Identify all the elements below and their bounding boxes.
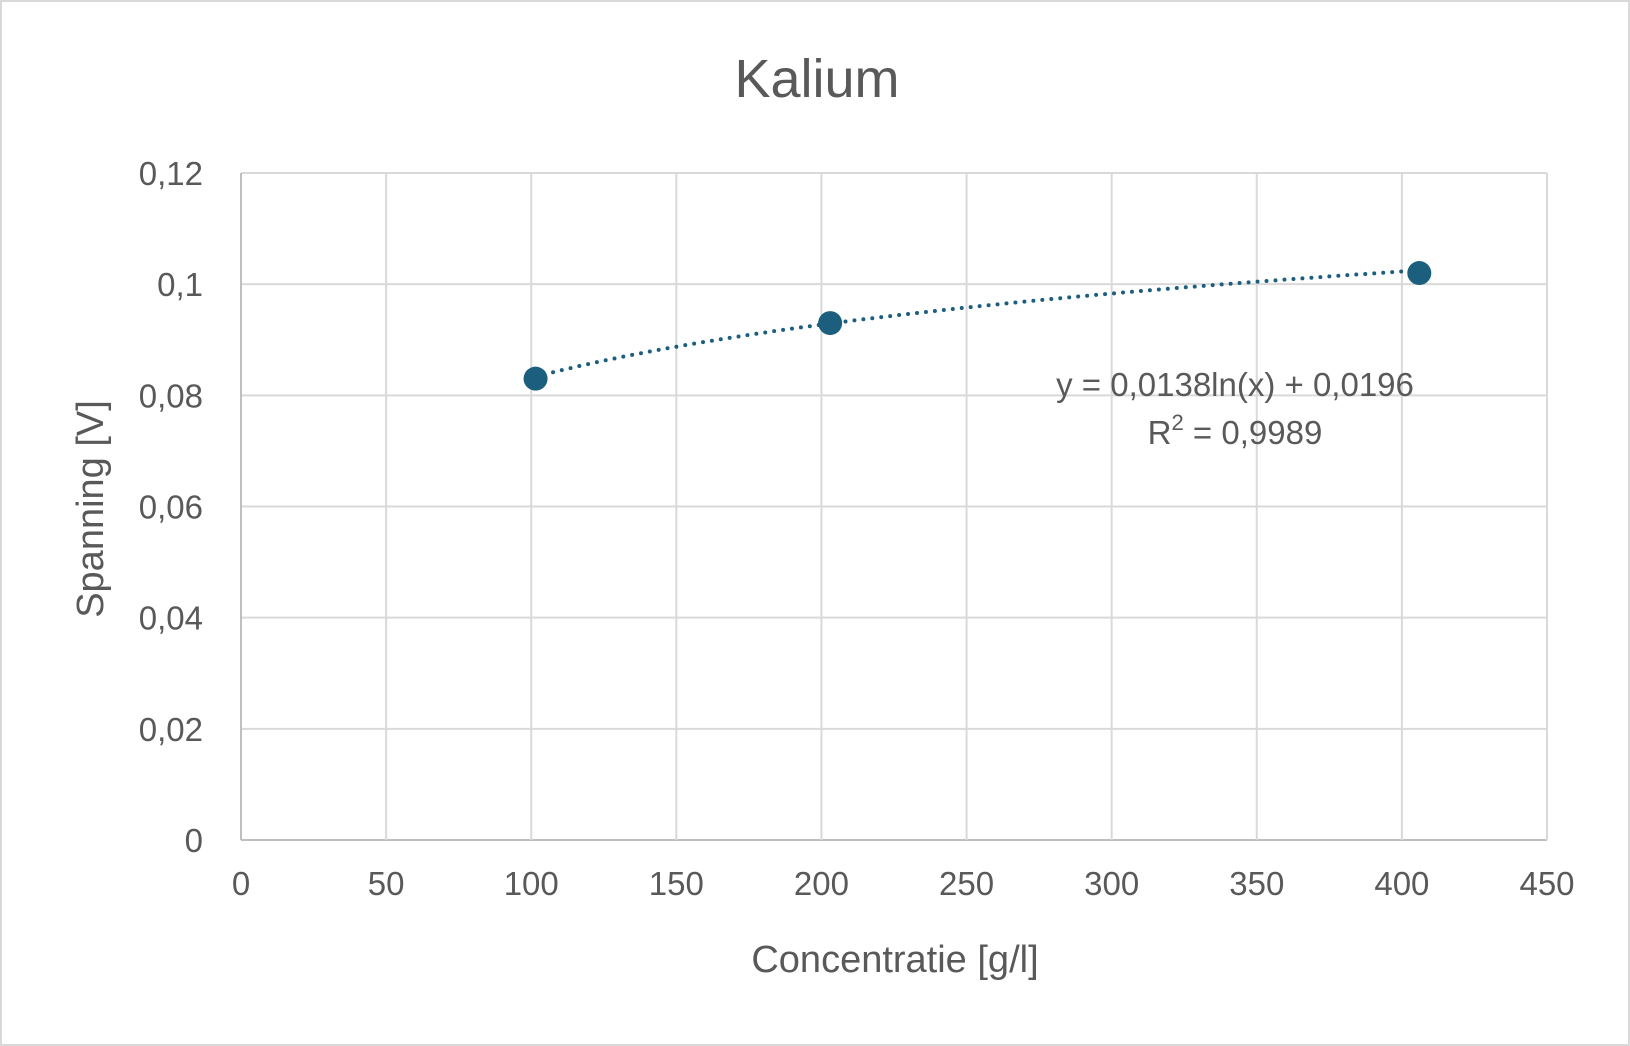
data-point <box>1407 261 1432 286</box>
trendline <box>533 268 1422 379</box>
y-tick-label: 0,1 <box>157 266 203 303</box>
x-tick-label: 50 <box>368 865 405 902</box>
r2-prefix: R <box>1148 414 1172 451</box>
y-tick-label: 0,02 <box>139 711 203 748</box>
x-axis-label: Concentratie [g/l] <box>751 939 1038 981</box>
trendline-layer <box>533 268 1422 379</box>
x-tick-label: 450 <box>1519 865 1574 902</box>
y-tick-label: 0,12 <box>139 155 203 192</box>
x-tick-label: 150 <box>649 865 704 902</box>
grid-layer <box>240 172 1548 841</box>
y-tick-label: 0,06 <box>139 489 203 526</box>
x-tick-label: 400 <box>1374 865 1429 902</box>
y-tick-labels: 0 0,02 0,04 0,06 0,08 0,1 0,12 <box>139 155 203 859</box>
r2-value: = 0,9989 <box>1184 414 1323 451</box>
x-tick-labels: 0 50 100 150 200 250 300 350 400 450 <box>232 865 1575 902</box>
y-tick-label: 0,08 <box>139 377 203 414</box>
x-tick-label: 300 <box>1084 865 1139 902</box>
x-tick-label: 200 <box>794 865 849 902</box>
x-tick-label: 350 <box>1229 865 1284 902</box>
y-tick-label: 0 <box>185 822 203 859</box>
data-point <box>523 366 548 391</box>
x-tick-label: 0 <box>232 865 250 902</box>
r2-superscript: 2 <box>1172 410 1184 435</box>
y-tick-label: 0,04 <box>139 600 203 637</box>
x-tick-label: 250 <box>939 865 994 902</box>
data-point <box>818 311 843 336</box>
trendline-r-squared: R2 = 0,9989 <box>1148 410 1323 451</box>
chart-title: Kalium <box>734 49 899 109</box>
y-axis-label: Spanning [V] <box>70 400 112 618</box>
trendline-equation: y = 0,0138ln(x) + 0,0196 <box>1056 366 1414 403</box>
x-tick-label: 100 <box>504 865 559 902</box>
data-points <box>523 261 1432 391</box>
